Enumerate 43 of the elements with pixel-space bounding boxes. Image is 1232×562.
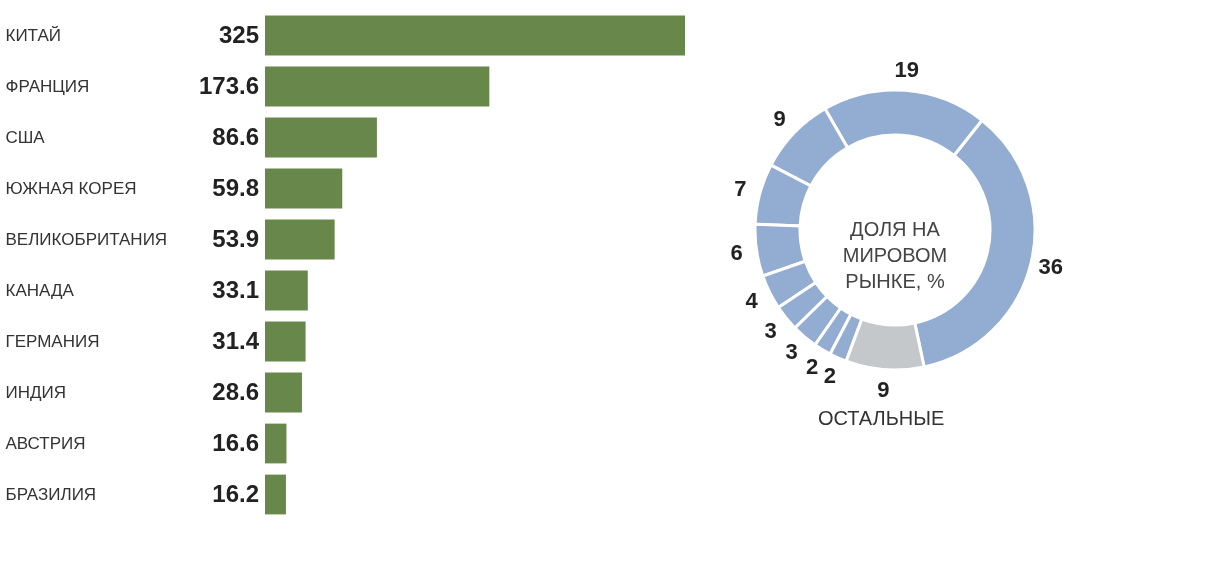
data-label: 173.6 [198, 71, 259, 99]
y-tick-label: ФРАНЦИЯ [5, 76, 90, 96]
bar [265, 117, 377, 158]
bar [265, 168, 343, 209]
bar [265, 219, 335, 260]
y-tick-label: КАНАДА [5, 280, 75, 300]
data-label: 33.1 [212, 275, 259, 303]
data-label: 53.9 [212, 224, 259, 252]
data-label: 16.6 [212, 428, 259, 456]
data-label: 3 [785, 339, 798, 365]
bar [265, 321, 306, 362]
bar [265, 423, 287, 464]
data-label: 31.4 [212, 326, 260, 354]
y-tick-label: ГЕРМАНИЯ [5, 331, 100, 351]
data-label: 4 [745, 288, 759, 314]
y-tick-label: ВЕЛИКОБРИТАНИЯ [5, 229, 168, 249]
y-tick-label: КИТАЙ [5, 25, 61, 45]
bar [265, 270, 308, 311]
data-label: 6 [730, 240, 743, 266]
y-tick-label: АВСТРИЯ [5, 433, 86, 453]
data-label: 59.8 [212, 173, 259, 201]
data-label: 7 [734, 175, 747, 201]
data-label: 36 [1038, 253, 1064, 279]
bar [265, 66, 490, 107]
y-tick-label: США [5, 127, 46, 147]
text: ДОЛЯ НА МИРОВОМ РЫНКЕ, % [842, 218, 948, 292]
data-label: 16.2 [212, 479, 259, 507]
y-tick-label: БРАЗИЛИЯ [5, 484, 97, 504]
data-label: 2 [823, 363, 837, 389]
y-tick-label: ЮЖНАЯ КОРЕЯ [5, 178, 137, 198]
data-label: 325 [218, 20, 259, 48]
data-label: 28.6 [212, 377, 259, 405]
data-label: 19 [894, 57, 919, 83]
slice-label: ОСТАЛЬНЫЕ [817, 407, 945, 430]
bar [265, 15, 685, 56]
data-label: 2 [805, 353, 819, 379]
y-tick-label: ИНДИЯ [5, 382, 67, 402]
bar [265, 372, 302, 413]
data-label: 3 [764, 317, 777, 343]
data-label: 9 [773, 106, 786, 132]
data-label: 9 [877, 376, 890, 402]
data-label: 86.6 [212, 122, 259, 150]
bar [265, 474, 286, 515]
